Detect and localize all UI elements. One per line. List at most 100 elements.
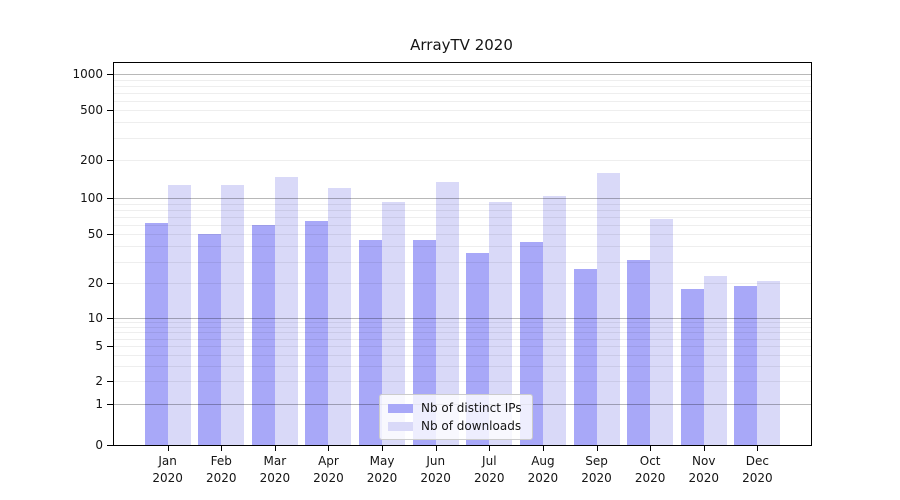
- x-tick-label: Dec 2020: [742, 454, 773, 485]
- gridline-minor: [114, 326, 811, 328]
- bar-distinct-ips: [305, 220, 329, 445]
- bar-downloads: [650, 219, 674, 445]
- gridline-major: [114, 317, 811, 319]
- y-tick-mark: [107, 404, 113, 405]
- x-tick-mark: [542, 446, 544, 451]
- y-tick-mark: [107, 381, 113, 382]
- gridline-minor: [114, 283, 811, 285]
- y-tick-label: 10: [87, 310, 103, 325]
- gridline-minor: [114, 92, 811, 94]
- x-tick-mark: [221, 446, 223, 451]
- y-tick-label: 1: [95, 397, 103, 411]
- y-tick-label: 200: [80, 152, 103, 167]
- x-tick-mark: [596, 446, 598, 451]
- y-tick-label: 50: [87, 227, 103, 242]
- bar-distinct-ips: [359, 239, 383, 445]
- bar-downloads: [435, 181, 459, 445]
- gridline-minor: [114, 85, 811, 87]
- gridline-minor: [114, 110, 811, 112]
- y-tick-label: 100: [80, 191, 103, 206]
- x-tick-label: Jun 2020: [420, 454, 451, 485]
- y-tick-label: 0: [95, 438, 103, 452]
- x-tick-mark: [274, 446, 276, 451]
- y-tick-mark: [107, 74, 113, 76]
- gridline-major: [114, 74, 811, 76]
- gridline-minor: [114, 216, 811, 218]
- y-tick-mark: [107, 445, 113, 446]
- bar-downloads: [757, 280, 781, 445]
- gridline-minor: [114, 137, 811, 139]
- x-tick-mark: [167, 446, 169, 451]
- grid-layer: [114, 63, 811, 445]
- gridline-minor: [114, 209, 811, 211]
- bar-distinct-ips: [198, 234, 222, 445]
- y-tick-mark: [107, 283, 113, 285]
- gridline-minor: [114, 122, 811, 124]
- bar-downloads: [703, 275, 727, 445]
- chart-title: ArrayTV 2020: [410, 36, 513, 54]
- x-tick-label: Sep 2020: [581, 454, 612, 485]
- y-tick-label: 20: [87, 276, 103, 291]
- gridline-minor: [114, 203, 811, 205]
- legend-label-downloads: Nb of downloads: [421, 419, 522, 433]
- gridline-minor: [114, 354, 811, 356]
- gridline-minor: [114, 79, 811, 81]
- legend-swatch-distinct-ips: [388, 403, 413, 413]
- legend-label-distinct-ips: Nb of distinct IPs: [421, 401, 522, 415]
- x-tick-mark: [650, 446, 652, 451]
- y-tick-mark: [107, 234, 113, 236]
- y-tick-mark: [107, 198, 113, 200]
- bar-distinct-ips: [412, 239, 436, 445]
- gridline-minor: [114, 224, 811, 226]
- x-tick-label: Mar 2020: [259, 454, 291, 485]
- bar-distinct-ips: [680, 288, 704, 445]
- bar-downloads: [489, 201, 513, 445]
- bar-distinct-ips: [627, 259, 651, 445]
- bar-downloads: [274, 176, 298, 445]
- y-tick-mark: [107, 110, 113, 112]
- x-tick-label: Jul 2020: [474, 454, 505, 485]
- bar-distinct-ips: [144, 223, 168, 445]
- x-tick-mark: [757, 446, 759, 451]
- bar-downloads: [167, 185, 191, 445]
- gridline-major: [114, 198, 811, 200]
- gridline-minor: [114, 261, 811, 263]
- gridline-minor: [114, 159, 811, 161]
- legend-swatch-downloads: [388, 421, 413, 431]
- bar-distinct-ips: [573, 269, 597, 445]
- x-tick-mark: [489, 446, 491, 451]
- y-tick-mark: [107, 317, 113, 319]
- bar-downloads: [542, 195, 566, 445]
- bar-distinct-ips: [734, 285, 758, 445]
- gridline-minor: [114, 246, 811, 248]
- x-tick-label: Jan 2020: [152, 454, 183, 485]
- y-tick-label: 5: [95, 339, 103, 354]
- y-tick-mark: [107, 346, 113, 348]
- y-tick-label: 1000: [72, 67, 103, 82]
- x-tick-label: Nov 2020: [688, 454, 720, 485]
- legend-row-distinct-ips: Nb of distinct IPs: [388, 401, 522, 415]
- x-tick-mark: [328, 446, 330, 451]
- x-tick-label: Oct 2020: [634, 454, 666, 485]
- x-tick-mark: [435, 446, 437, 451]
- gridline-minor: [114, 381, 811, 382]
- x-tick-label: May 2020: [366, 454, 398, 485]
- bar-downloads: [382, 201, 406, 445]
- gridline-minor: [114, 346, 811, 348]
- gridline-minor: [114, 332, 811, 334]
- x-tick-mark: [703, 446, 705, 451]
- x-tick-mark: [382, 446, 384, 451]
- gridline-minor: [114, 338, 811, 340]
- plot-area: Nb of distinct IPs Nb of downloads: [113, 62, 812, 446]
- y-tick-mark: [107, 159, 113, 161]
- x-tick-label: Aug 2020: [527, 454, 559, 485]
- bar-distinct-ips: [251, 224, 275, 445]
- legend-row-downloads: Nb of downloads: [388, 419, 522, 433]
- gridline-minor: [114, 365, 811, 367]
- bar-downloads: [328, 188, 352, 445]
- gridline-minor: [114, 234, 811, 236]
- gridline-minor: [114, 100, 811, 102]
- gridline-minor: [114, 322, 811, 324]
- y-tick-label: 2: [95, 374, 103, 388]
